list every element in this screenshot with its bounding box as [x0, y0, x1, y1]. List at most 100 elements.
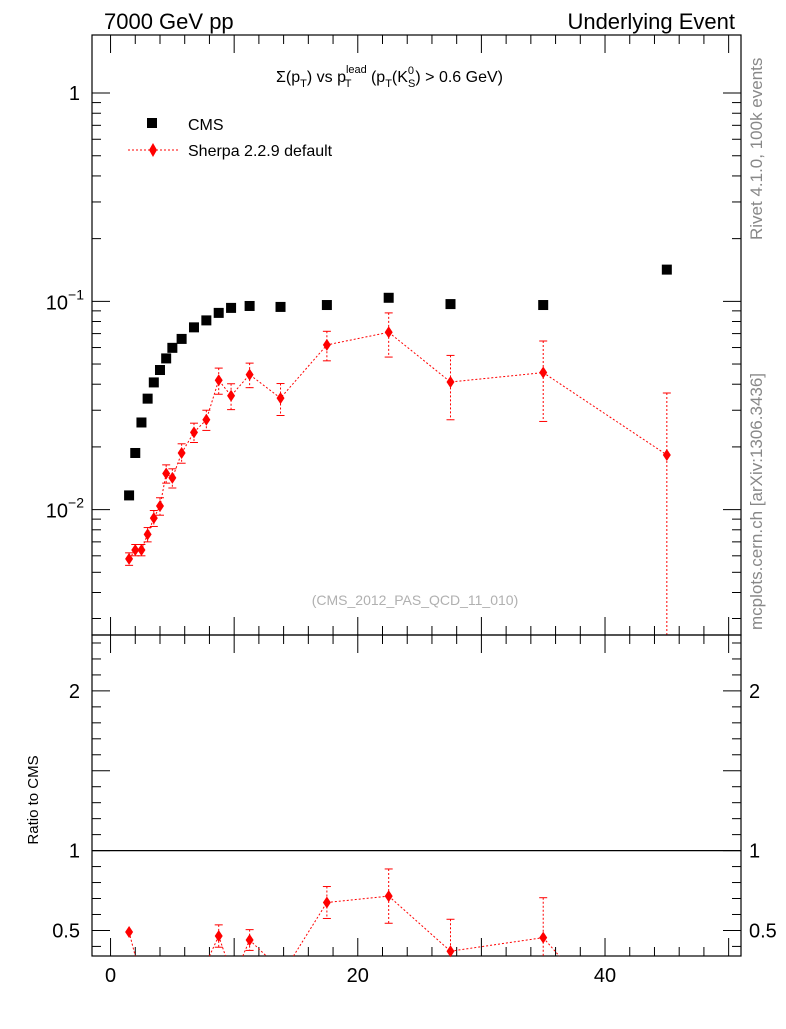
- sherpa-ratio-series: [125, 868, 560, 958]
- ratio-point: [446, 945, 455, 958]
- y-tick-base: 10: [46, 292, 68, 314]
- main-x-ticks: [110, 35, 730, 635]
- ratio-point: [384, 890, 393, 903]
- sherpa-point: [662, 448, 671, 461]
- plot-title: Σ(pT) vs plead T (pT(K0 S) > 0.6 GeV): [276, 64, 503, 90]
- sherpa-point: [202, 413, 211, 426]
- sherpa-point: [276, 392, 285, 405]
- ratio-x-axis: 0 20 40: [105, 635, 730, 987]
- ratio-point: [539, 931, 548, 944]
- ratio-y-label-left-1: 1: [69, 841, 80, 863]
- sherpa-point: [143, 528, 152, 541]
- cms-point: [244, 300, 255, 311]
- cms-point: [130, 447, 141, 458]
- analysis-label: Underlying Event: [567, 9, 735, 34]
- y-tick-label-0: 10−2: [46, 495, 84, 523]
- energy-label: 7000 GeV pp: [104, 9, 234, 34]
- cms-point: [176, 333, 187, 344]
- sherpa-point: [162, 467, 171, 480]
- sherpa-point: [137, 543, 146, 556]
- title-sub-t2: T: [345, 78, 352, 90]
- sherpa-point: [227, 389, 236, 402]
- sherpa-point: [214, 374, 223, 387]
- cms-point: [201, 315, 212, 326]
- cms-point: [136, 417, 147, 428]
- title-sub-t1: T: [300, 78, 307, 90]
- title-sigma: Σ(p: [276, 69, 300, 86]
- cms-point: [148, 377, 159, 388]
- ratio-line-seg: [249, 939, 267, 957]
- main-y-axis: 10−210−11: [46, 83, 741, 620]
- sherpa-series: [125, 312, 671, 635]
- title-open-pt: (p: [367, 69, 386, 86]
- cms-point: [275, 301, 286, 312]
- analysis-watermark: (CMS_2012_PAS_QCD_11_010): [312, 592, 519, 608]
- cms-point: [661, 264, 672, 275]
- x-tick-label-20: 20: [347, 965, 369, 987]
- x-tick-label-0: 0: [105, 965, 116, 987]
- ratio-line-seg: [326, 895, 389, 903]
- sherpa-point: [155, 500, 164, 513]
- legend-cms-label: CMS: [188, 117, 224, 134]
- sherpa-point: [168, 471, 177, 484]
- ratio-y-axis: 0.5 0.5 1 1 2 2: [52, 642, 777, 947]
- sherpa-point: [539, 366, 548, 379]
- ratio-y-label-right-2: 2: [749, 681, 760, 703]
- ratio-point: [245, 934, 254, 947]
- sherpa-point: [322, 338, 331, 351]
- cms-point: [161, 353, 172, 364]
- cms-point: [142, 393, 153, 404]
- ratio-point: [125, 926, 134, 939]
- cms-point: [383, 292, 394, 303]
- ratio-line-seg: [542, 937, 560, 957]
- y-tick-exp: −1: [68, 286, 84, 302]
- legend-sherpa-label: Sherpa 2.2.9 default: [188, 143, 333, 160]
- ratio-point: [214, 930, 223, 943]
- x-tick-label-40: 40: [594, 965, 616, 987]
- ratio-line-seg: [293, 902, 328, 957]
- y-tick-exp: −2: [68, 495, 84, 511]
- cms-point: [226, 302, 237, 313]
- cms-series: [124, 264, 672, 501]
- ratio-point: [322, 896, 331, 909]
- y-tick-base: 10: [46, 501, 68, 523]
- y-tick-label-1: 10−1: [46, 286, 84, 314]
- legend-sherpa-marker: [149, 143, 157, 157]
- ratio-line-seg: [450, 937, 544, 952]
- rivet-label: Rivet 4.1.0, 100k events: [747, 58, 766, 240]
- ratio-line-seg: [218, 935, 226, 957]
- title-sup-0: 0: [408, 65, 414, 77]
- title-sub-s: S: [408, 78, 415, 90]
- sherpa-point: [125, 552, 134, 565]
- cms-point: [213, 307, 224, 318]
- sherpa-line: [128, 331, 668, 560]
- ratio-line-seg: [388, 895, 451, 952]
- ratio-ylabel: Ratio to CMS: [25, 755, 42, 844]
- sherpa-point: [446, 375, 455, 388]
- cms-point: [167, 342, 178, 353]
- cms-point: [154, 365, 165, 376]
- sherpa-point: [149, 512, 158, 525]
- mcplots-label: mcplots.cern.ch [arXiv:1306.3436]: [747, 373, 766, 630]
- sherpa-point: [131, 543, 140, 556]
- sherpa-point: [177, 446, 186, 459]
- cms-point: [445, 299, 456, 310]
- cms-point: [124, 490, 135, 501]
- ratio-panel-frame: [91, 634, 742, 957]
- ratio-y-label-left-2: 2: [69, 681, 80, 703]
- ratio-y-label-left-0: 0.5: [52, 920, 80, 942]
- title-open-k: (K: [392, 69, 408, 86]
- ratio-y-label-right-0: 0.5: [749, 920, 777, 942]
- ratio-line-seg: [242, 939, 251, 957]
- title-sup-lead: lead: [346, 64, 367, 76]
- legend-cms-marker: [147, 118, 157, 128]
- sherpa-point: [245, 368, 254, 381]
- sherpa-point: [189, 426, 198, 439]
- cms-point: [321, 300, 332, 311]
- title-vs: ) vs p: [307, 69, 346, 86]
- sherpa-point: [384, 326, 393, 339]
- cms-point: [538, 300, 549, 311]
- ratio-y-label-right-1: 1: [749, 841, 760, 863]
